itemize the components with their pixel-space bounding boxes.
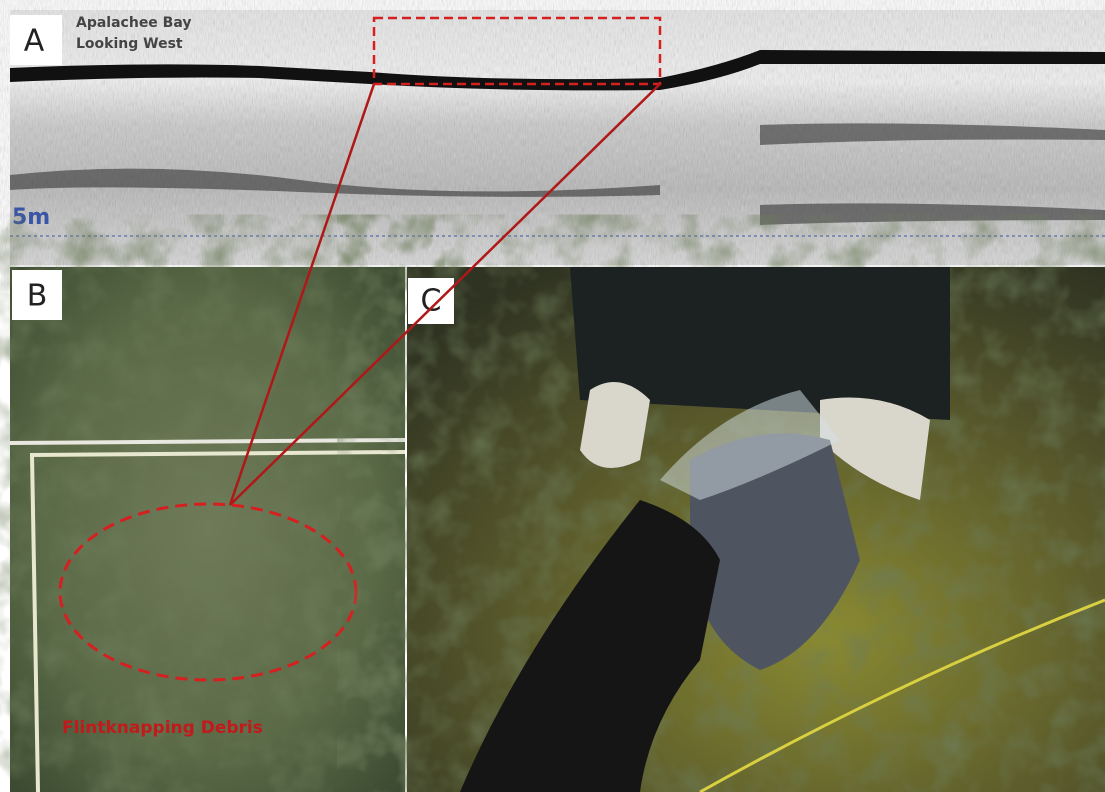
flint-stone xyxy=(690,433,860,670)
sub-reflector xyxy=(760,123,1105,225)
quadrat xyxy=(9,438,406,445)
connector xyxy=(228,83,376,506)
gloves xyxy=(580,382,930,500)
label-box xyxy=(12,270,62,320)
label-box xyxy=(10,15,62,65)
annotation: Flintknapping Debris xyxy=(62,718,263,738)
panel-label: B xyxy=(27,279,48,314)
sub-reflector xyxy=(10,168,660,197)
panel-label: C xyxy=(421,284,442,319)
connector xyxy=(229,83,661,506)
direction: Looking West xyxy=(76,36,183,52)
diver xyxy=(570,267,950,420)
quadrat xyxy=(29,450,406,457)
seabed-reflector xyxy=(10,50,1105,91)
panel-a: 5m A Apalachee Bay Looking West xyxy=(10,10,1105,265)
seafloor-texture xyxy=(10,267,405,792)
quadrat xyxy=(30,454,40,792)
tape-line xyxy=(699,598,1105,792)
debris-circle xyxy=(58,502,358,682)
panel-b: Flintknapping Debris B xyxy=(9,267,406,792)
panel-c: C xyxy=(407,267,1105,792)
panel-label: A xyxy=(24,24,45,59)
depth-label: 5m xyxy=(12,205,50,230)
highlight-box xyxy=(372,16,662,86)
black-glove xyxy=(460,500,720,792)
sample-bag xyxy=(660,390,840,500)
location: Apalachee Bay xyxy=(76,15,192,31)
label-box xyxy=(408,278,454,324)
